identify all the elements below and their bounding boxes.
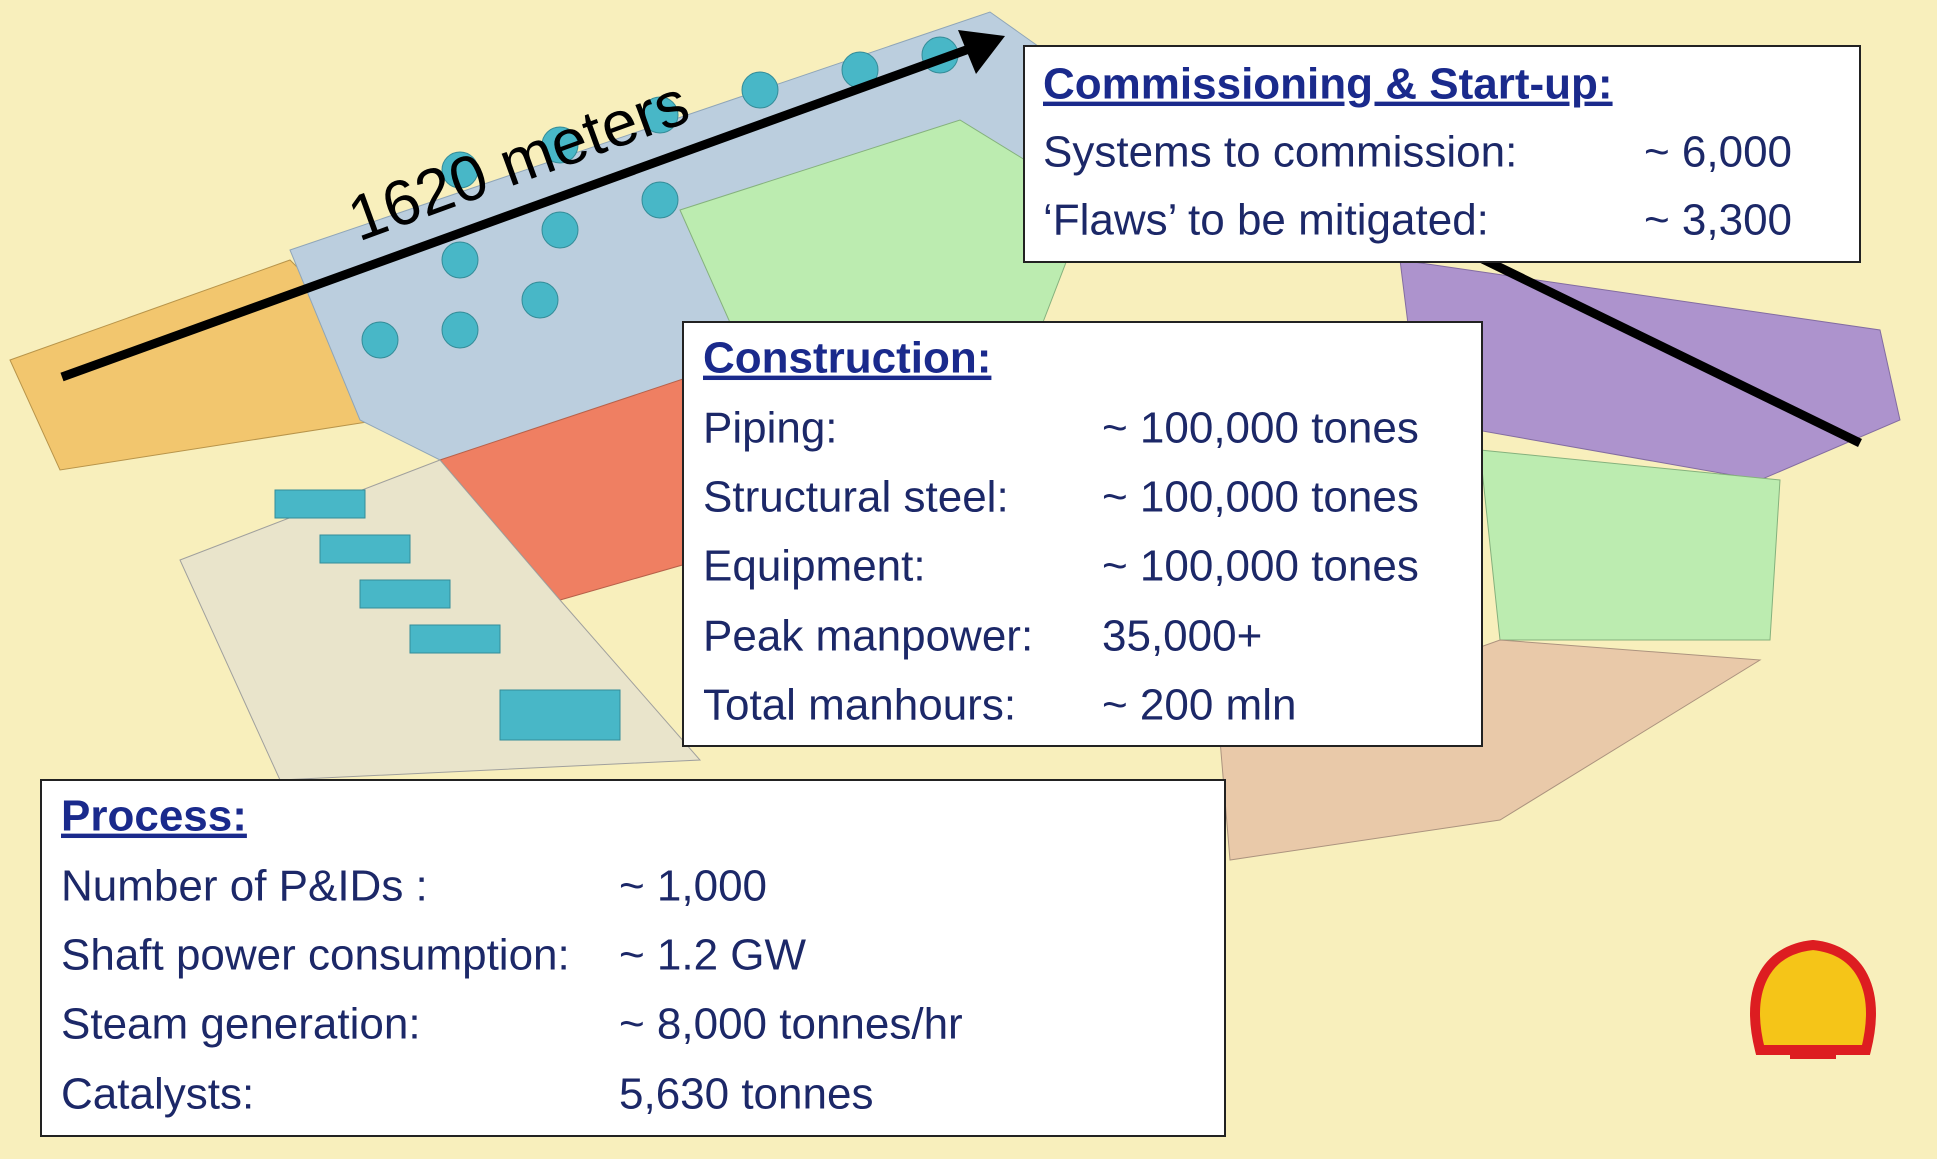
slide: 1620 meters Commissioning & Start-up:Sys…: [0, 0, 1937, 1159]
row-label: Equipment:: [703, 542, 926, 591]
row-label: ‘Flaws’ to be mitigated:: [1043, 196, 1489, 245]
shell-logo: [1755, 945, 1871, 1059]
row-label: Catalysts:: [61, 1070, 254, 1119]
row-label: Piping:: [703, 404, 838, 453]
page: 1620 meters Commissioning & Start-up:Sys…: [0, 0, 1937, 1159]
row-label: Total manhours:: [703, 681, 1016, 730]
row-label: Shaft power consumption:: [61, 931, 570, 980]
box-title: Construction:: [703, 334, 991, 383]
row-value: ~ 6,000: [1644, 128, 1792, 177]
row-value: ~ 100,000 tones: [1102, 542, 1419, 591]
row-label: Steam generation:: [61, 1000, 421, 1049]
row-label: Structural steel:: [703, 473, 1009, 522]
commissioning-box: Commissioning & Start-up: Systems to comm…: [1024, 46, 1860, 262]
row-label: Systems to commission:: [1043, 128, 1517, 177]
process-box: Process: Number of P&IDs : ~ 1,000 Shaft po…: [41, 780, 1225, 1136]
row-value: ~ 100,000 tones: [1102, 473, 1419, 522]
row-value: 35,000+: [1102, 612, 1262, 661]
row-value: ~ 3,300: [1644, 196, 1792, 245]
row-label: Number of P&IDs :: [61, 862, 428, 911]
row-value: 5,630 tonnes: [619, 1070, 873, 1119]
row-value: ~ 1,000: [619, 862, 767, 911]
row-value: ~ 8,000 tonnes/hr: [619, 1000, 963, 1049]
row-value: ~ 200 mln: [1102, 681, 1296, 730]
row-label: Peak manpower:: [703, 612, 1033, 661]
box-title: Commissioning & Start-up:: [1043, 60, 1613, 109]
box-title: Process:: [61, 792, 247, 841]
row-value: ~ 1.2 GW: [619, 931, 807, 980]
row-value: ~ 100,000 tones: [1102, 404, 1419, 453]
construction-box: Construction: Piping: ~ 100,000 tones Struc…: [683, 322, 1482, 746]
